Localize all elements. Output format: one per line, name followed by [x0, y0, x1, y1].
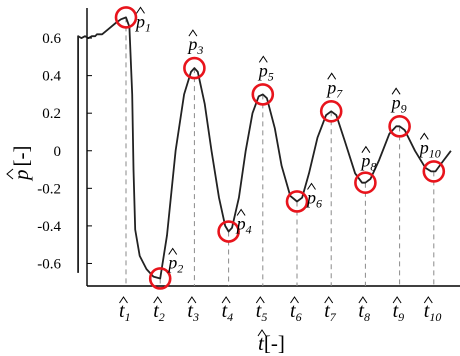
x-tick-label-hat	[255, 296, 265, 304]
x-tick-label: t8	[358, 296, 370, 324]
peak-label-hat	[361, 145, 371, 153]
peak-marker	[251, 83, 275, 106]
y-tick-label: 0.6	[42, 31, 61, 47]
peak-label-text: p2	[166, 252, 183, 275]
peak-label: p6	[305, 182, 322, 210]
peak-label-hat	[307, 182, 316, 190]
y-tick-label: -0.2	[37, 181, 61, 197]
x-ticks: t1 t2 t3 t4 t5 t6 t7 t8 t9 t10	[119, 296, 442, 324]
series	[77, 16, 452, 280]
peak-label-text: p5	[257, 60, 274, 83]
peak-markers	[114, 6, 446, 290]
x-tick-label-text: t4	[222, 300, 234, 324]
peak-label-hat	[136, 6, 145, 14]
x-tick-label-hat	[187, 296, 197, 304]
x-tick-label-hat	[290, 296, 299, 304]
axis-labels: t[-] p[-]	[6, 146, 285, 355]
x-tick-label-hat	[119, 296, 128, 304]
series-line	[77, 16, 452, 280]
peak-labels: p1 p2 p3 p4 p5 p6 p7 p8 p9 p10	[134, 6, 441, 275]
peak-label-hat	[188, 29, 198, 37]
y-axis-label: p[-]	[6, 146, 33, 182]
peak-marker	[183, 56, 206, 80]
drop-lines	[125, 17, 435, 286]
x-tick-label-text: t7	[324, 300, 337, 324]
x-tick-label-text: t1	[119, 300, 131, 324]
x-tick-label: t3	[187, 296, 199, 324]
x-tick-label-hat	[423, 296, 433, 304]
peak-marker	[148, 267, 172, 290]
peak-label-hat	[236, 208, 246, 216]
peak-label: p7	[325, 72, 343, 100]
x-axis-label-hat	[257, 329, 267, 337]
peak-label: p5	[257, 55, 274, 83]
peak-label-text: p1	[134, 11, 151, 34]
y-axis-label-hat	[6, 168, 14, 180]
peak-label-hat	[419, 132, 429, 140]
peak-label-text: p7	[325, 77, 343, 100]
x-tick-label-hat	[324, 296, 334, 304]
peak-label-text: p3	[186, 34, 203, 57]
peak-label: p8	[359, 145, 376, 174]
peak-marker	[114, 6, 138, 29]
x-tick-label-hat	[392, 296, 402, 304]
peak-marker	[319, 100, 343, 123]
axes	[86, 8, 460, 287]
x-tick-label-text: t5	[256, 300, 268, 324]
peak-label-text: p8	[359, 151, 376, 174]
y-ticks: 0.6 0.4 0.2 0 -0.2 -0.4 -0.6	[37, 31, 92, 272]
x-tick-label: t10	[423, 296, 442, 324]
x-tick-label-text: t10	[424, 300, 442, 324]
x-tick-label-text: t2	[153, 300, 165, 324]
x-tick-label: t1	[119, 296, 131, 324]
x-tick-label-text: t8	[358, 300, 370, 324]
y-tick-label: 0.4	[42, 69, 61, 85]
peak-label-text: p10	[418, 137, 441, 160]
x-tick-label: t9	[392, 296, 405, 324]
peak-label: p4	[235, 208, 252, 237]
peak-label-hat	[258, 55, 268, 63]
peak-label-text: p4	[235, 214, 252, 237]
peak-label: p10	[418, 132, 441, 160]
x-tick-label: t2	[153, 296, 165, 324]
x-tick-label: t7	[324, 296, 337, 324]
peak-label-hat	[327, 72, 337, 80]
y-axis-label-text: p[-]	[9, 146, 33, 182]
peak-label-hat	[168, 247, 178, 255]
peak-label-hat	[391, 87, 401, 95]
y-tick-label: 0.2	[42, 106, 61, 122]
x-tick-label-text: t6	[290, 300, 302, 324]
peak-label-text: p6	[305, 187, 322, 210]
peak-label-text: p9	[390, 92, 407, 115]
x-axis-label-text: t[-]	[258, 331, 285, 355]
peak-marker	[422, 160, 446, 183]
y-tick-label: -0.6	[37, 256, 61, 272]
peak-label: p2	[166, 247, 183, 275]
x-tick-label-hat	[221, 296, 231, 304]
x-tick-label-hat	[358, 296, 368, 304]
x-tick-label: t6	[290, 296, 302, 324]
x-tick-label: t5	[255, 296, 268, 324]
y-tick-label: -0.4	[37, 219, 61, 235]
y-tick-label: 0	[54, 144, 62, 160]
peak-marker	[388, 115, 411, 138]
x-tick-label-text: t3	[187, 300, 199, 324]
peak-marker	[217, 220, 240, 243]
peak-label: p1	[134, 6, 151, 34]
x-tick-label-hat	[153, 296, 163, 304]
peak-label: p9	[390, 87, 407, 115]
x-tick-label: t4	[221, 296, 234, 324]
peak-marker	[354, 171, 377, 194]
x-tick-label-text: t9	[393, 300, 405, 324]
x-axis-label: t[-]	[257, 329, 285, 355]
peak-marker	[285, 190, 309, 213]
peak-label: p3	[186, 29, 203, 57]
